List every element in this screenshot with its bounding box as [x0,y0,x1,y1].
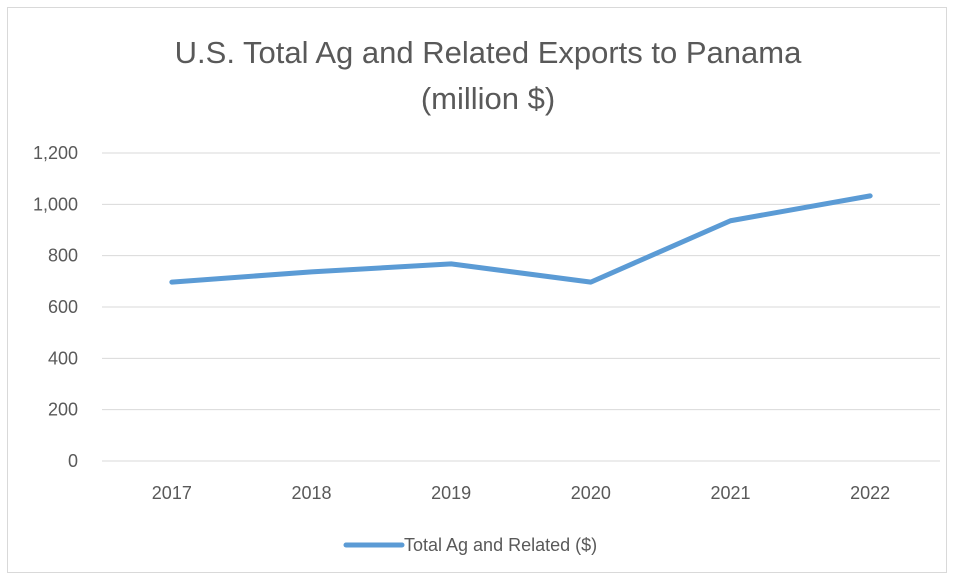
gridlines [102,152,940,462]
y-tick-label: 200 [48,400,78,420]
chart-frame [7,7,947,573]
y-tick-label: 0 [68,451,78,471]
y-tick-label: 400 [48,348,78,368]
chart-subtitle: (million $) [421,81,555,116]
chart-title: U.S. Total Ag and Related Exports to Pan… [175,35,802,70]
x-tick-label: 2021 [710,483,750,503]
legend: Total Ag and Related ($) [343,535,597,555]
y-tick-label: 1,200 [33,143,78,163]
y-tick-label: 600 [48,297,78,317]
legend-label: Total Ag and Related ($) [404,535,597,555]
x-axis-ticks: 2017 2018 2019 2020 2021 2022 [152,483,890,503]
x-tick-label: 2019 [431,483,471,503]
x-tick-label: 2022 [850,483,890,503]
x-tick-label: 2018 [291,483,331,503]
x-tick-label: 2017 [152,483,192,503]
y-tick-label: 800 [48,246,78,266]
series-line [169,193,873,285]
series-layer [169,193,873,285]
y-axis-ticks: 0 200 400 600 800 1,000 1,200 [33,143,78,471]
x-tick-label: 2020 [571,483,611,503]
y-tick-label: 1,000 [33,194,78,214]
